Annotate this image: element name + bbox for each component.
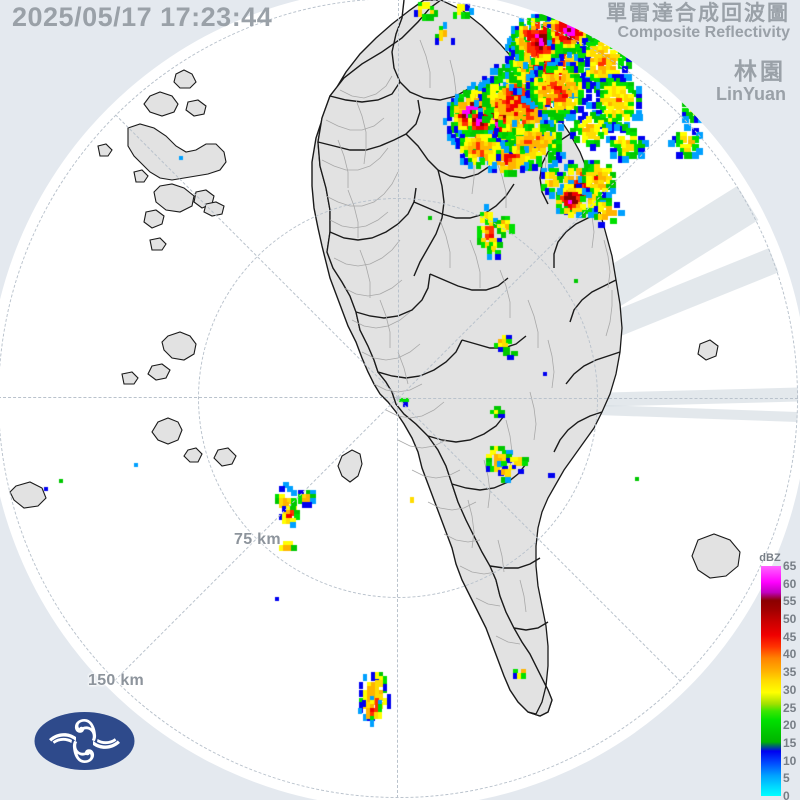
dbz-tick-20: 20 xyxy=(783,718,797,733)
station-name-block: 林園 LinYuan xyxy=(716,58,786,104)
dbz-tick-55: 55 xyxy=(783,594,797,609)
radial-line-180 xyxy=(0,397,398,398)
dbz-tick-15: 15 xyxy=(783,735,797,750)
range-ring-label-75km: 75 km xyxy=(234,531,281,548)
dbz-scale-gradient xyxy=(761,566,781,796)
dbz-tick-65: 65 xyxy=(783,559,797,573)
dbz-tick-45: 45 xyxy=(783,629,797,644)
cwa-logo xyxy=(34,712,135,770)
dbz-tick-0: 0 xyxy=(783,789,790,800)
dbz-tick-30: 30 xyxy=(783,682,797,697)
product-title-block: 單雷達合成回波圖 Composite Reflectivity xyxy=(606,2,790,42)
product-title-en: Composite Reflectivity xyxy=(617,24,790,41)
dbz-tick-35: 35 xyxy=(783,665,797,680)
dbz-tick-5: 5 xyxy=(783,771,790,786)
cwa-logo-wave-glyph xyxy=(49,719,120,763)
dbz-color-scale: dBZ 65 60 55 50 45 40 35 30 25 20 15 10 5 0 xyxy=(752,552,798,800)
dbz-tick-25: 25 xyxy=(783,700,797,715)
range-ring-label-150km: 150 km xyxy=(88,672,145,689)
dbz-tick-10: 10 xyxy=(783,753,797,768)
dbz-tick-60: 60 xyxy=(783,576,797,591)
radial-line-0 xyxy=(398,398,798,399)
radial-line-270 xyxy=(398,0,399,398)
dbz-scale-title: dBZ xyxy=(759,552,781,564)
station-name-zh: 林園 xyxy=(734,58,786,84)
radial-line-90 xyxy=(397,398,398,798)
dbz-tick-50: 50 xyxy=(783,612,797,627)
product-title-zh: 單雷達合成回波圖 xyxy=(606,2,790,25)
station-name-en: LinYuan xyxy=(715,84,786,104)
dbz-tick-40: 40 xyxy=(783,647,797,662)
timestamp-label: 2025/05/17 17:23:44 xyxy=(12,2,273,32)
